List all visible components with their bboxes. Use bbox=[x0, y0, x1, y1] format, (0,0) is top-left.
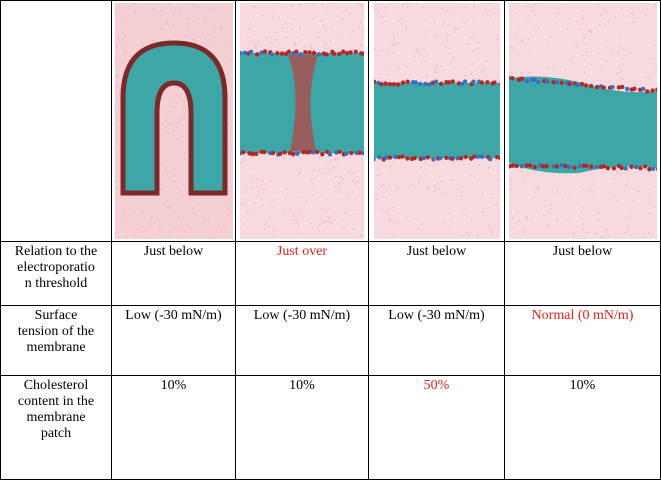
empty-corner-cell bbox=[0, 0, 112, 242]
table-cell: Low (-30 mN/m) bbox=[368, 305, 505, 376]
membrane-simulation-image-2 bbox=[240, 3, 364, 239]
table-cell: Just below bbox=[504, 241, 661, 306]
label-line: membrane bbox=[26, 410, 86, 425]
table-cell: 10% bbox=[235, 375, 369, 480]
row-label-cholesterol: Cholesterol content in the membrane patc… bbox=[0, 375, 112, 480]
label-line: Surface bbox=[34, 308, 78, 323]
membrane-simulation-image-3 bbox=[373, 3, 500, 239]
table-cell: Just below bbox=[111, 241, 236, 306]
label-line: electroporatio bbox=[17, 260, 95, 275]
table-cell: Low (-30 mN/m) bbox=[235, 305, 369, 376]
image-row bbox=[0, 0, 661, 242]
image-cell-2 bbox=[235, 0, 369, 242]
label-line: content in the bbox=[17, 394, 95, 409]
table-row: Surface tension of the membrane Low (-30… bbox=[0, 305, 661, 376]
image-cell-1 bbox=[111, 0, 236, 242]
label-line: patch bbox=[40, 426, 72, 441]
table-cell: 10% bbox=[111, 375, 236, 480]
membrane-simulation-image-4 bbox=[508, 3, 657, 239]
table-cell: Normal (0 mN/m) bbox=[504, 305, 661, 376]
label-line: tension of the bbox=[17, 324, 95, 339]
row-label-threshold: Relation to the electroporatio n thresho… bbox=[0, 241, 112, 306]
image-cell-4 bbox=[504, 0, 661, 242]
table-cell: Low (-30 mN/m) bbox=[111, 305, 236, 376]
image-cell-3 bbox=[368, 0, 505, 242]
table-cell: 10% bbox=[504, 375, 661, 480]
label-line: Cholesterol bbox=[23, 378, 89, 393]
table-cell: 50% bbox=[368, 375, 505, 480]
table-cell: Just over bbox=[235, 241, 369, 306]
row-label-surface-tension: Surface tension of the membrane bbox=[0, 305, 112, 376]
table-row: Cholesterol content in the membrane patc… bbox=[0, 375, 661, 480]
membrane-simulation-image-1 bbox=[114, 3, 233, 239]
label-line: n threshold bbox=[24, 276, 88, 291]
label-line: Relation to the bbox=[14, 244, 98, 259]
table-cell: Just below bbox=[368, 241, 505, 306]
table-row: Relation to the electroporatio n thresho… bbox=[0, 241, 661, 306]
label-line: membrane bbox=[26, 340, 86, 355]
